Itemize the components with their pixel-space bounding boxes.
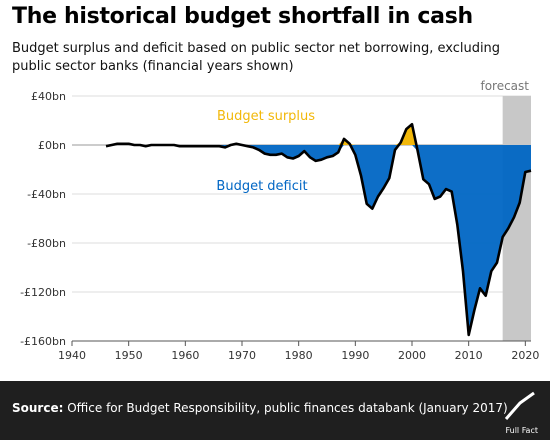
full-fact-logo: Full Fact <box>504 389 538 435</box>
source-text: Office for Budget Responsibility, public… <box>67 401 508 415</box>
surplus-annotation: Budget surplus <box>217 109 315 124</box>
chart-subtitle: Budget surplus and deficit based on publ… <box>12 41 501 74</box>
area-layer <box>105 122 532 337</box>
deficit-annotation: Budget deficit <box>216 179 307 194</box>
source-label: Source: <box>12 401 64 415</box>
y-tick-label: -£120bn <box>20 286 66 299</box>
x-tick-label: 2000 <box>398 349 426 362</box>
x-tick-label: 1960 <box>171 349 199 362</box>
y-tick-label: £40bn <box>31 90 66 103</box>
forecast-label: forecast <box>480 79 529 93</box>
x-tick-label: 2010 <box>455 349 483 362</box>
y-tick-label: -£40bn <box>27 188 66 201</box>
y-tick-label: £0bn <box>38 139 66 152</box>
y-tick-label: -£160bn <box>20 335 66 348</box>
balance-line <box>105 122 532 337</box>
x-tick-label: 2020 <box>511 349 539 362</box>
x-tick-label: 1940 <box>58 349 86 362</box>
label-layer: forecast Budget surplus Budget deficit <box>216 79 529 194</box>
deficit-area <box>106 145 531 335</box>
logo-mark-icon <box>504 391 535 420</box>
x-tick-label: 1990 <box>341 349 369 362</box>
chart-title: The historical budget shortfall in cash <box>12 4 473 29</box>
y-tick-label: -£80bn <box>27 237 66 250</box>
logo-text: Full Fact <box>505 426 538 435</box>
x-tick-label: 1950 <box>115 349 143 362</box>
x-tick-label: 1970 <box>228 349 256 362</box>
source-note: Source: Office for Budget Responsibility… <box>12 401 508 415</box>
x-tick-label: 1980 <box>285 349 313 362</box>
surplus-area <box>106 124 531 145</box>
footer-bar: Source: Office for Budget Responsibility… <box>0 381 550 440</box>
